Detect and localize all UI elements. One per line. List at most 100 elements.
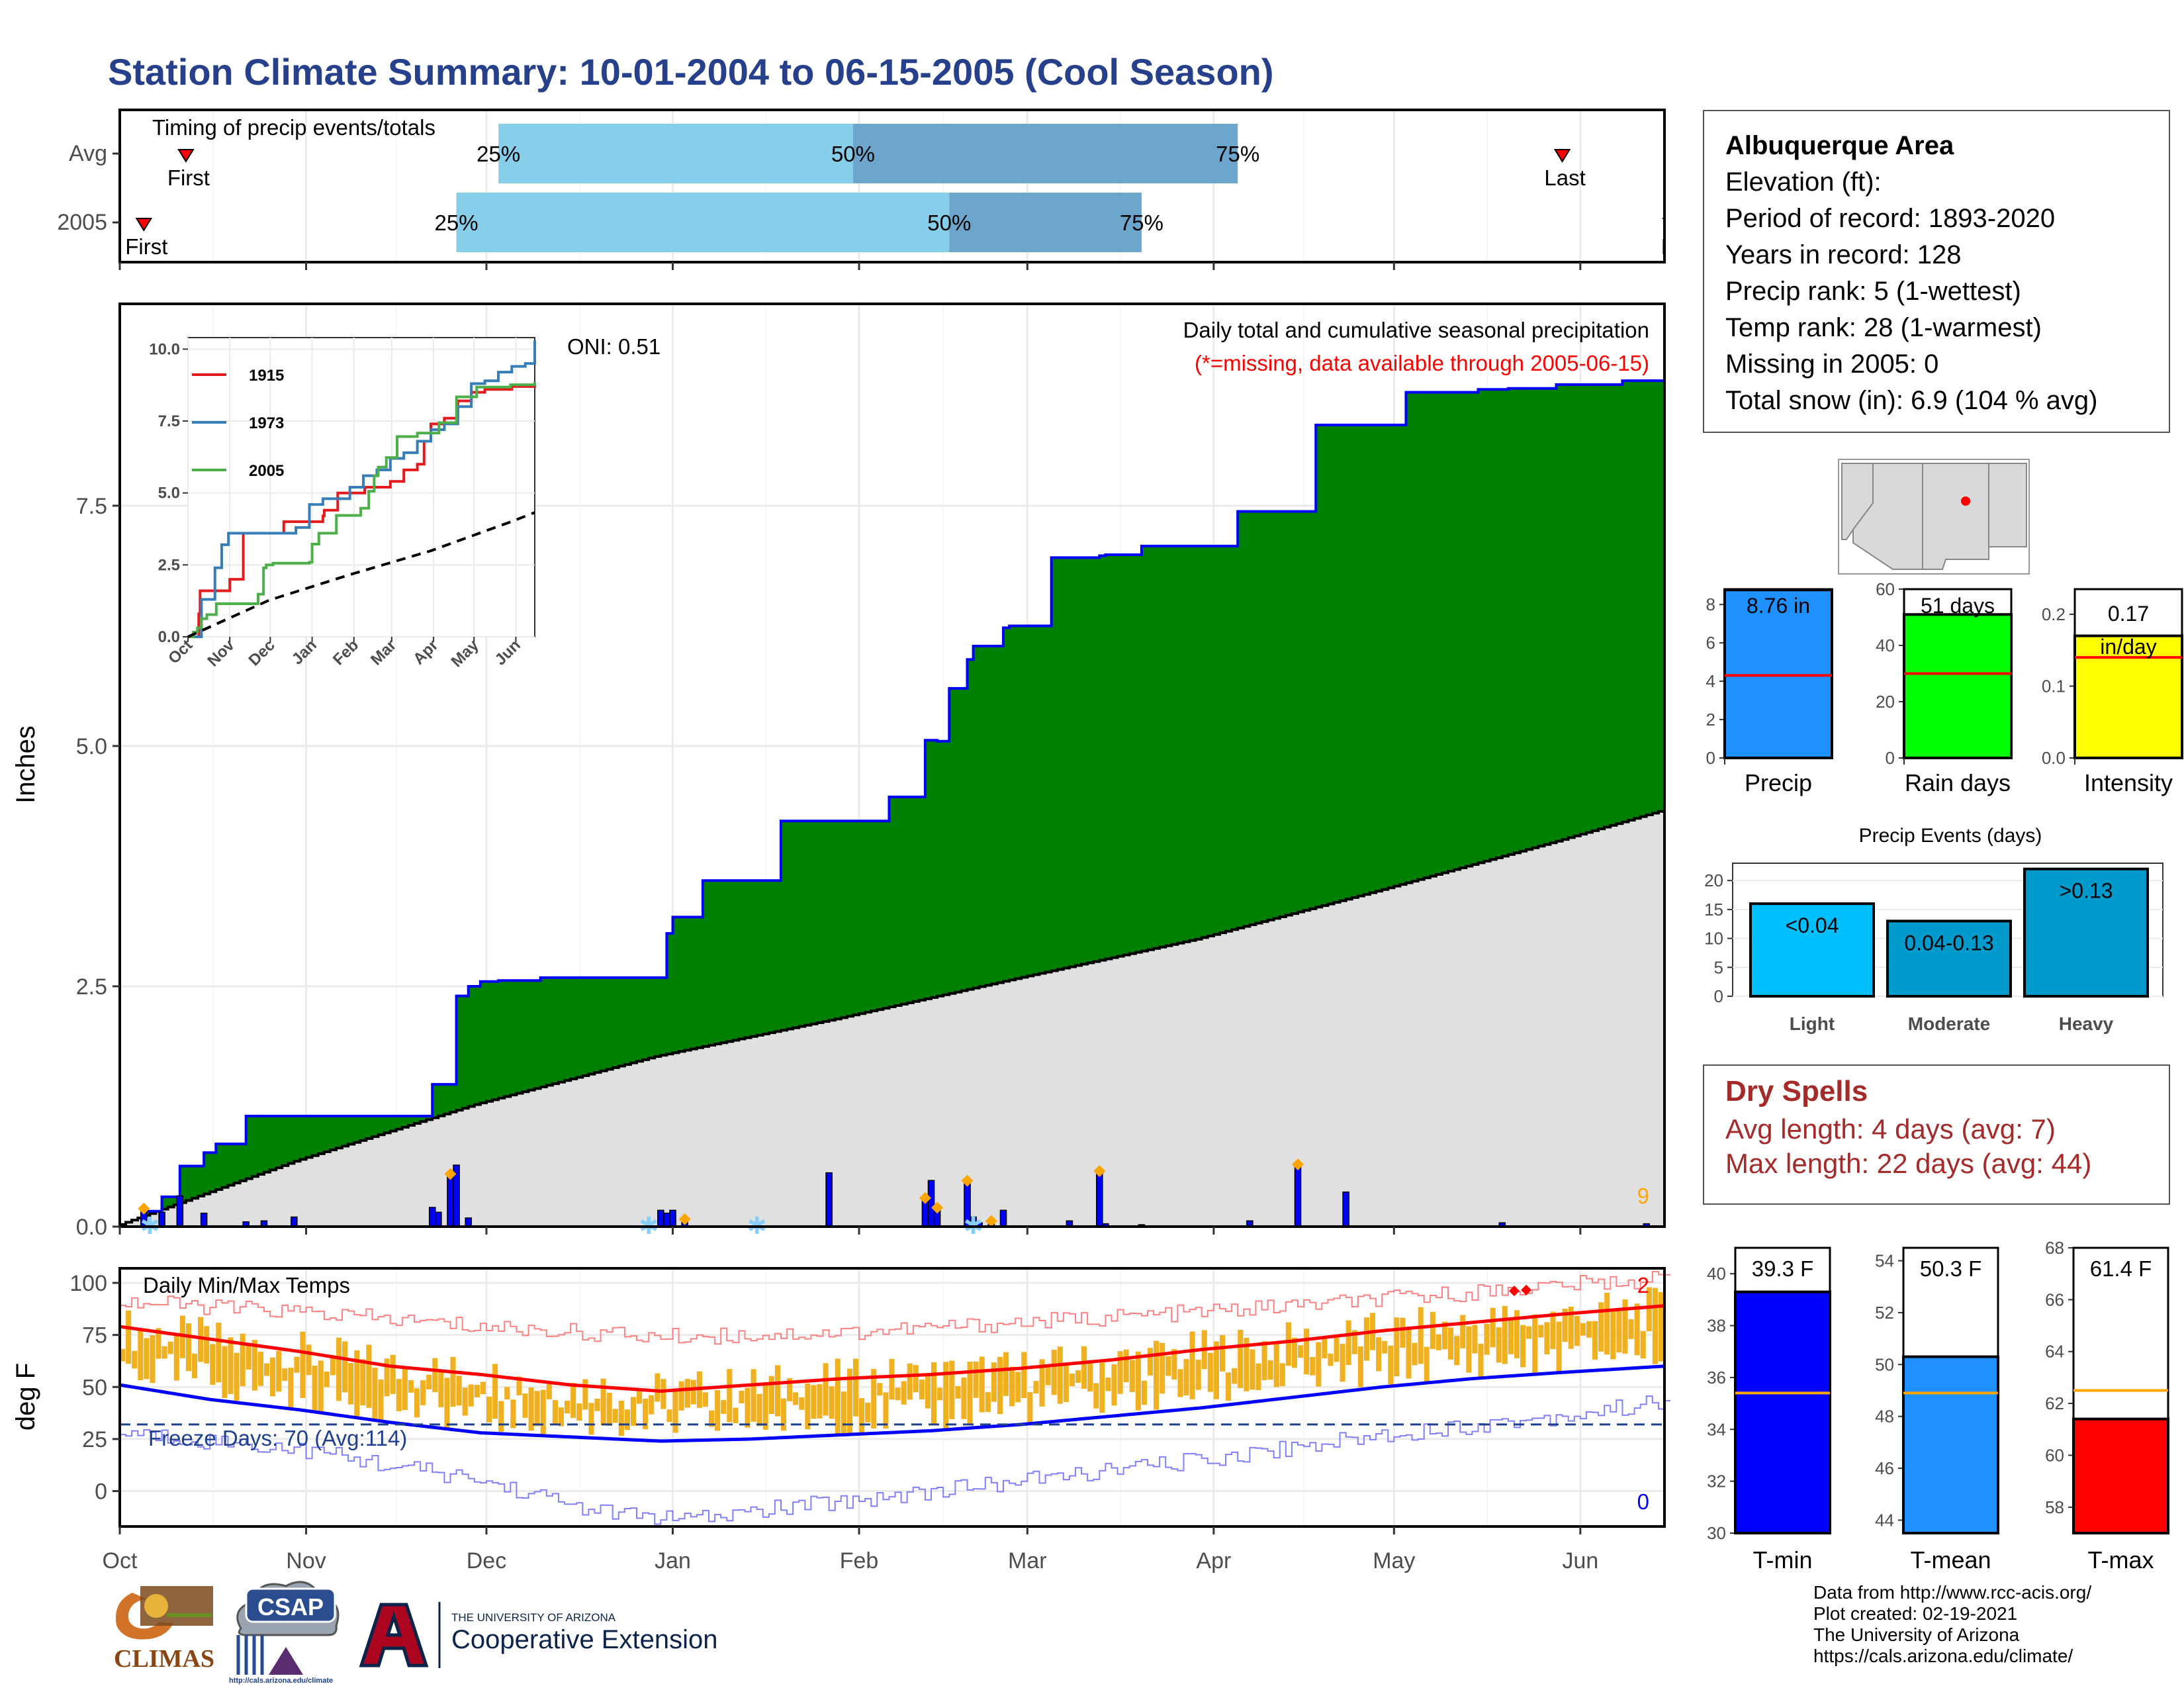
daily-temp-range-bar	[690, 1380, 696, 1405]
daily-temp-range-bar	[955, 1385, 961, 1399]
daily-temp-range-bar	[126, 1310, 132, 1364]
daily-temp-range-bar	[1160, 1342, 1165, 1394]
footer-credits: Data from http://www.rcc-acis.org/ Plot …	[1813, 1582, 2091, 1667]
daily-temp-range-bar	[733, 1407, 739, 1423]
timing-quartile-label: 75%	[1120, 211, 1163, 235]
daily-temp-range-bar	[1129, 1360, 1135, 1392]
temp-summary-ytick-label: 30	[1707, 1523, 1726, 1543]
summary-ytick-label: 0.1	[2042, 676, 2066, 696]
daily-temp-range-bar	[1508, 1319, 1514, 1354]
daily-temp-range-bar	[534, 1391, 540, 1427]
daily-temp-range-bar	[829, 1386, 835, 1419]
temp-summary-ytick-label: 64	[2045, 1342, 2064, 1362]
daily-temp-range-bar	[727, 1369, 733, 1423]
daily-temp-range-bar	[624, 1409, 630, 1430]
daily-temp-range-bar	[1454, 1336, 1460, 1366]
inset-ytick-label: 2.5	[158, 556, 180, 574]
missing-note: (*=missing, data available through 2005-…	[1195, 351, 1649, 375]
events-ytick-label: 0	[1714, 986, 1723, 1006]
daily-precip-bar	[663, 1212, 670, 1227]
daily-temp-range-bar	[1544, 1322, 1550, 1354]
info-line-temp-rank: Temp rank: 28 (1-warmest)	[1725, 313, 2042, 342]
month-label: Feb	[840, 1548, 879, 1573]
daily-temp-range-bar	[468, 1384, 474, 1407]
temp-summary-bar-0	[1734, 1290, 1831, 1535]
daily-precip-bar	[176, 1195, 184, 1227]
record-max-line	[120, 1270, 1671, 1345]
daily-temp-range-bar	[558, 1407, 565, 1427]
timing-bar-q25-q50	[498, 124, 853, 183]
daily-temp-range-bar	[1610, 1310, 1616, 1360]
daily-temp-range-bar	[1496, 1327, 1502, 1363]
summary-bar-charts: 0 2 4 6 8 Precip 0 20 40 60 Rain days 0.0 0.1 0.2 Inte…	[1706, 579, 2183, 796]
daily-temp-range-bar	[666, 1409, 672, 1423]
timing-panel: 25% 50% 75% First Last 25% 50% 75% First La Timin…	[57, 109, 1666, 263]
daily-temp-range-bar	[1189, 1331, 1195, 1399]
month-label: May	[1373, 1548, 1415, 1573]
month-axis: Oct Nov Dec Jan Feb Mar Apr May Jun	[103, 262, 1598, 1573]
temp-summary-ytick-label: 36	[1707, 1368, 1726, 1387]
temp-ytick-label: 50	[82, 1375, 107, 1400]
footer-plot-created: Plot created: 02-19-2021	[1813, 1603, 2018, 1624]
inset-ytick-label: 0.0	[158, 628, 180, 646]
daily-temp-range-bar	[889, 1358, 895, 1400]
daily-temp-range-bar	[342, 1341, 348, 1393]
daily-temp-range-bar	[462, 1387, 468, 1416]
daily-temp-range-bar	[1658, 1291, 1664, 1362]
temperature-bar-charts: 30 32 34 36 38 40 39.3 F T-min 44 46 48 50 52 54 50.3 …	[1707, 1238, 2169, 1573]
csap-url: http://cals.arizona.edu/climate	[229, 1677, 333, 1685]
daily-temp-range-bar	[1616, 1308, 1622, 1353]
temp-summary-ytick-label: 40	[1707, 1264, 1726, 1284]
footer-website: https://cals.arizona.edu/climate/	[1813, 1646, 2073, 1666]
ua-logo-line1: THE UNIVERSITY OF ARIZONA	[451, 1611, 616, 1624]
daily-temp-range-bar	[324, 1371, 330, 1387]
daily-temp-range-bar	[1273, 1342, 1279, 1387]
daily-temp-range-bar	[1478, 1343, 1484, 1379]
temp-summary-label: T-mean	[1910, 1546, 1991, 1573]
daily-temp-range-bar	[1285, 1322, 1291, 1366]
daily-temp-range-bar	[516, 1376, 522, 1395]
page-title: Station Climate Summary: 10-01-2004 to 0…	[108, 51, 1274, 93]
daily-temp-range-bar	[1250, 1349, 1255, 1390]
daily-temp-range-bar	[1213, 1341, 1219, 1399]
record-min-line	[120, 1395, 1671, 1525]
climas-logo: CLIMAS	[114, 1586, 214, 1673]
summary-ytick-label: 8	[1706, 594, 1715, 614]
daily-temp-range-bar	[222, 1346, 228, 1399]
daily-temp-range-bar	[1418, 1307, 1424, 1364]
footer-logos: CLIMAS CSAP http://cals.arizona.edu/clim…	[114, 1581, 717, 1685]
daily-temp-range-bar	[1057, 1346, 1063, 1404]
daily-precip-bar	[921, 1200, 929, 1227]
summary-ytick-label: 0.0	[2042, 748, 2066, 768]
temp-summary-value-label: 39.3 F	[1752, 1256, 1814, 1281]
daily-temp-range-bar	[251, 1340, 257, 1391]
daily-temp-range-bar	[643, 1398, 649, 1430]
daily-temp-range-bar	[1255, 1363, 1261, 1391]
daily-temp-range-bar	[1310, 1356, 1316, 1376]
dry-spells-box: Dry Spells Avg length: 4 days (avg: 7) M…	[1703, 1064, 2170, 1205]
snow-count-label: 9	[1637, 1184, 1649, 1208]
daily-temp-range-bar	[774, 1365, 780, 1417]
temp-caption: Daily Min/Max Temps	[143, 1273, 350, 1297]
temp-summary-ytick-label: 32	[1707, 1472, 1726, 1491]
daily-temp-range-bar	[637, 1391, 643, 1404]
snow-day-marker	[444, 1168, 457, 1180]
daily-temp-range-bar	[1111, 1364, 1117, 1406]
daily-temp-range-bar	[1376, 1337, 1382, 1372]
precip-events-category: Moderate	[1908, 1013, 1990, 1034]
daily-temp-range-bar	[144, 1338, 150, 1380]
daily-temp-range-bar	[961, 1377, 967, 1419]
temp-summary-value-label: 61.4 F	[2090, 1256, 2152, 1281]
daily-temp-range-bar	[762, 1383, 768, 1430]
daily-temp-range-bar	[318, 1360, 324, 1412]
average-cumulative-line	[118, 810, 1664, 1227]
daily-temp-range-bar	[1357, 1346, 1363, 1387]
summary-ytick-label: 4	[1706, 671, 1715, 691]
average-max-line	[119, 1304, 1665, 1393]
inset-ytick-label: 5.0	[158, 485, 180, 502]
daily-precip-bar	[1096, 1173, 1103, 1227]
daily-temp-range-bar	[348, 1363, 354, 1405]
snow-day-marker	[1093, 1165, 1106, 1178]
daily-temp-range-bar	[931, 1362, 937, 1425]
daily-temp-range-bar	[1063, 1365, 1069, 1403]
